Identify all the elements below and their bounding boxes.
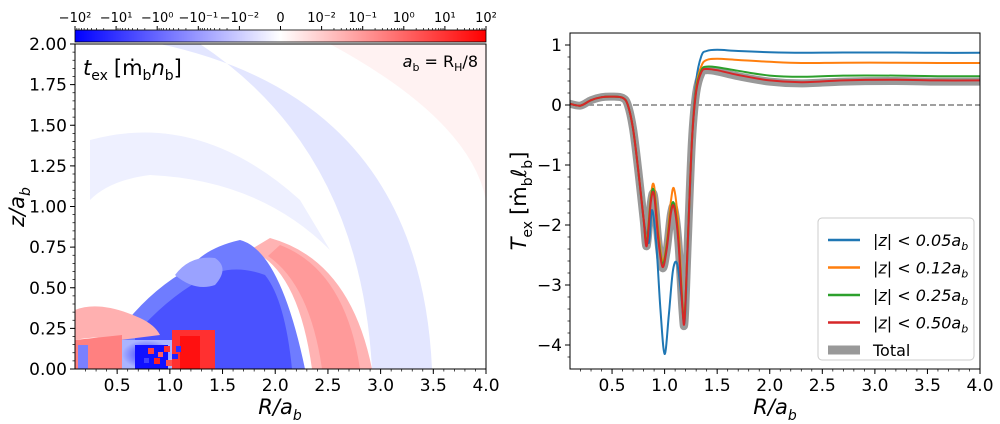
line-ytick-label: 0 <box>551 96 562 116</box>
heatmap-annotation: tex [ṁbnb] <box>83 56 182 84</box>
heatmap-xtick-label: 0.5 <box>104 376 131 396</box>
heatmap-ytick-label: 2.00 <box>29 35 67 55</box>
line-xtick-label: 3.5 <box>914 376 941 396</box>
heatmap-speckle <box>144 346 181 366</box>
colorbar-ticks: −10² −10¹ −10⁰ −10⁻¹ −10⁻² 0 10⁻² 10⁻¹ 10⁰ 10¹ 10² <box>59 11 497 30</box>
colorbar-tick-label: 10⁻¹ <box>348 11 377 26</box>
series-line-3 <box>570 67 980 326</box>
line-xtick-label: 4.0 <box>966 376 993 396</box>
colorbar-tick-label: −10² <box>59 11 92 26</box>
line-xtick-label: 0.5 <box>599 376 626 396</box>
heatmap-field <box>75 44 486 369</box>
heatmap-ytick-label: 0.75 <box>29 238 67 258</box>
colorbar-gradient <box>74 29 487 43</box>
colorbar-tick-label: −10⁻¹ <box>179 11 219 26</box>
line-xtick-label: 2.5 <box>809 376 836 396</box>
heatmap-ytick-label: 1.50 <box>29 116 67 136</box>
line-ytick-label: 1 <box>551 36 562 56</box>
heatmap-ytick-label: 1.00 <box>29 198 67 218</box>
heatmap-ytick-label: 1.75 <box>29 76 67 96</box>
colorbar: −10² −10¹ −10⁰ −10⁻¹ −10⁻² 0 10⁻² 10⁻¹ 10⁰ 10¹ 10² <box>59 11 497 43</box>
colorbar-tick-label: 10⁰ <box>393 11 415 26</box>
line-xtick-label: 2.0 <box>756 376 783 396</box>
line-ticks: 0.5 1.0 1.5 2.0 2.5 3.0 3.5 4.0 −4 −3 −2 −1 0 1 <box>537 36 994 396</box>
heatmap-ytick-label: 0.50 <box>29 279 67 299</box>
heatmap-ytick-label: 0.00 <box>29 360 67 380</box>
heatmap-xtick-label: 4.0 <box>472 376 499 396</box>
heatmap-xtick-label: 1.5 <box>209 376 236 396</box>
legend-label: |z| < 0.25ab <box>873 286 968 308</box>
legend-label: |z| < 0.12ab <box>873 259 968 281</box>
line-xtick-label: 3.0 <box>861 376 888 396</box>
line-xtick-label: 1.5 <box>704 376 731 396</box>
heatmap-ylabel: z/ab <box>5 187 34 228</box>
colorbar-tick-label: −10⁰ <box>141 11 174 26</box>
line-ylabel: Tex[ṁbℓb] <box>507 152 536 251</box>
heatmap-ytick-label: 1.25 <box>29 157 67 177</box>
legend-label: |z| < 0.05ab <box>873 231 968 253</box>
heatmap-xtick-label: 1.0 <box>156 376 183 396</box>
line-ytick-label: −3 <box>537 276 562 296</box>
heatmap-ytick-label: 0.25 <box>29 319 67 339</box>
legend-label: |z| < 0.50ab <box>873 314 968 336</box>
colorbar-tick-label: −10⁻² <box>220 11 260 26</box>
legend-frame <box>817 217 975 361</box>
line-panel: 0.5 1.0 1.5 2.0 2.5 3.0 3.5 4.0−4−3−2−101 R/ab … <box>507 32 994 424</box>
line-series <box>570 48 980 356</box>
legend: |z| < 0.05ab |z| < 0.12ab |z| < 0.25ab |z| … <box>817 217 975 361</box>
colorbar-tick-label: 10⁻² <box>307 11 336 26</box>
line-xlabel: R/ab <box>753 395 797 424</box>
heatmap-xtick-label: 3.0 <box>367 376 394 396</box>
heatmap-panel: 0.5 1.0 1.5 2.0 2.5 3.0 3.5 4.0 0.00 0.25 0.50 0.75… <box>5 35 500 424</box>
heatmap-xtick-label: 2.5 <box>314 376 341 396</box>
colorbar-tick-label: 10² <box>475 11 497 26</box>
heatmap-xtick-label: 3.5 <box>420 376 447 396</box>
heatmap-ticks: 0.5 1.0 1.5 2.0 2.5 3.0 3.5 4.0 0.00 0.25 0.50 0.75… <box>29 35 499 396</box>
heatmap-xlabel: R/ab <box>258 395 302 424</box>
legend-label: Total <box>872 341 910 360</box>
heatmap-corner-note: ab = RH/8 <box>403 52 478 74</box>
colorbar-tick-label: 10¹ <box>434 11 456 26</box>
line-ytick-label: −2 <box>537 216 562 236</box>
line-xtick-label: 1.0 <box>651 376 678 396</box>
colorbar-tick-label: −10¹ <box>100 11 133 26</box>
line-ytick-label: −1 <box>537 156 562 176</box>
heatmap-xtick-label: 2.0 <box>262 376 289 396</box>
line-ytick-label: −4 <box>537 336 562 356</box>
colorbar-tick-label: 0 <box>276 11 284 26</box>
